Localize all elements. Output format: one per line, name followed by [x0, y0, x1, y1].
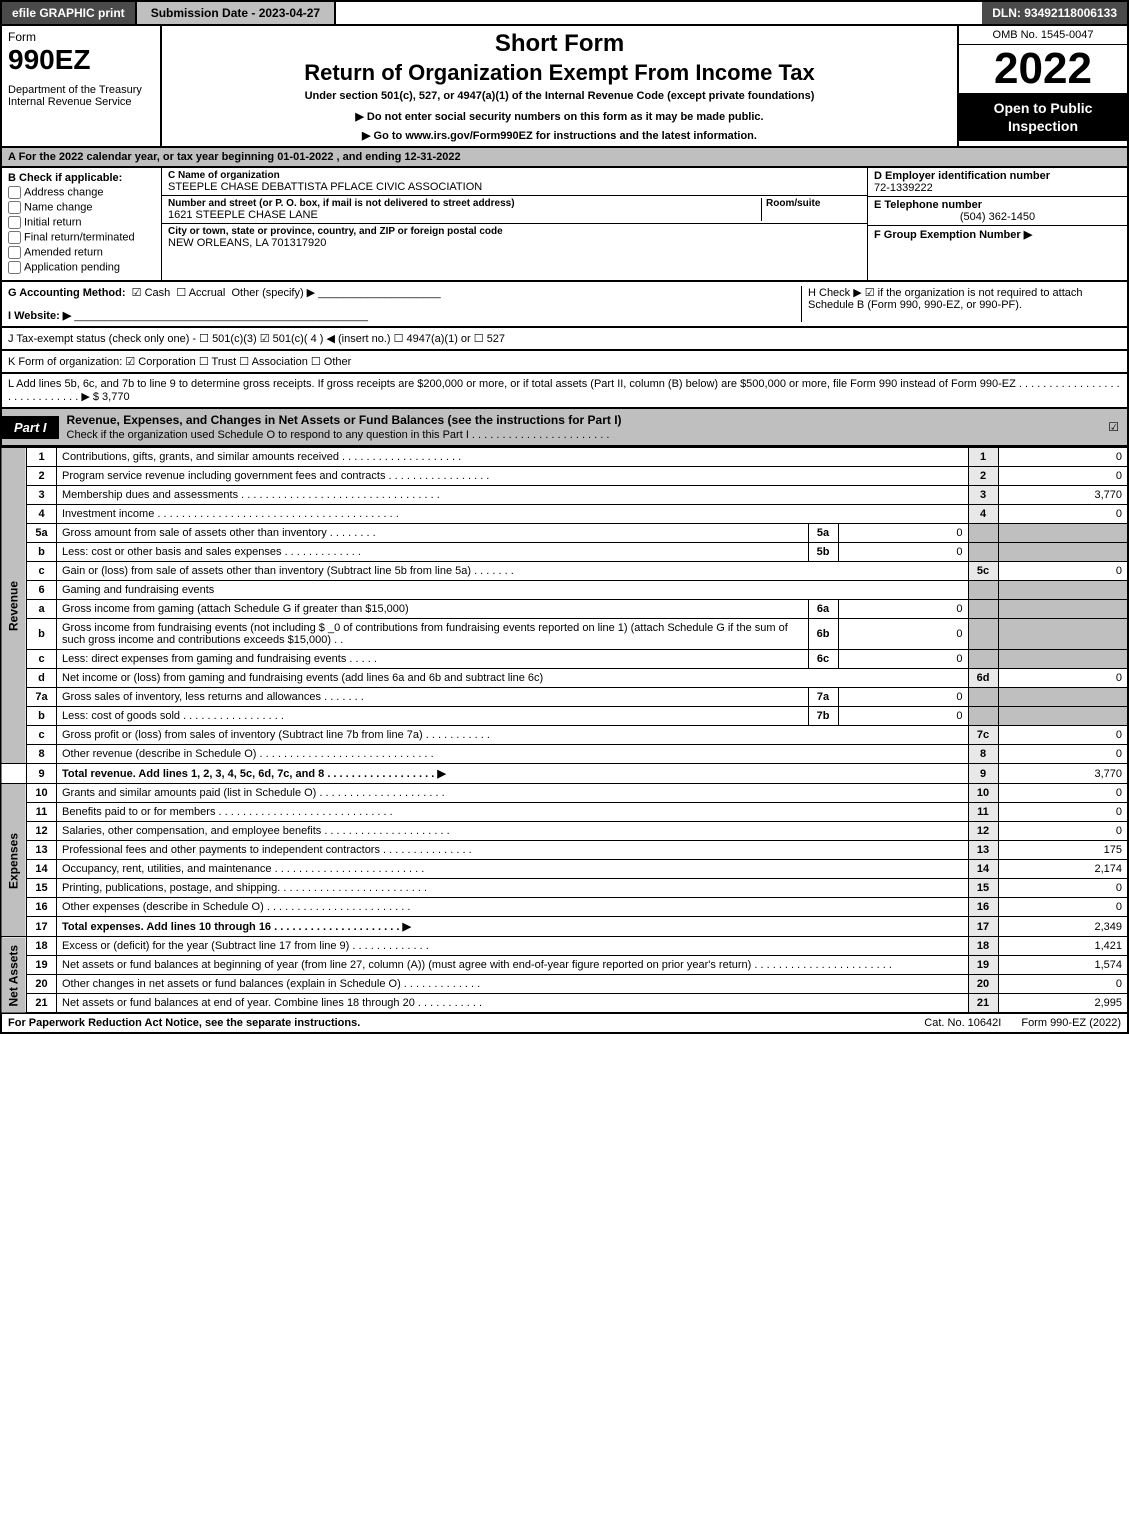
line-6a: aGross income from gaming (attach Schedu… [1, 600, 1128, 619]
d-ein-label: D Employer identification number [874, 170, 1121, 182]
org-name: STEEPLE CHASE DEBATTISTA PFLACE CIVIC AS… [168, 181, 861, 193]
subtitle-link: ▶ Go to www.irs.gov/Form990EZ for instru… [170, 129, 949, 142]
line-20: 20Other changes in net assets or fund ba… [1, 975, 1128, 994]
f-group-label: F Group Exemption Number ▶ [874, 228, 1121, 241]
omb-number: OMB No. 1545-0047 [959, 26, 1127, 45]
line-1: Revenue 1 Contributions, gifts, grants, … [1, 448, 1128, 467]
line-5c: cGain or (loss) from sale of assets othe… [1, 562, 1128, 581]
section-g-h: G Accounting Method: ☑ Cash ☐ Accrual Ot… [0, 282, 1129, 328]
l-gross-receipts: L Add lines 5b, 6c, and 7b to line 9 to … [0, 374, 1129, 409]
line-6b: bGross income from fundraising events (n… [1, 619, 1128, 650]
header-right: OMB No. 1545-0047 2022 Open to Public In… [957, 26, 1127, 146]
dln-label: DLN: 93492118006133 [982, 2, 1127, 24]
org-info-block: B Check if applicable: Address change Na… [0, 168, 1129, 282]
ein-value: 72-1339222 [874, 182, 1121, 194]
chk-final-return[interactable]: Final return/terminated [8, 231, 155, 244]
sidelabel-revenue: Revenue [1, 448, 27, 764]
open-to-public: Open to Public Inspection [959, 93, 1127, 141]
header-center: Short Form Return of Organization Exempt… [162, 26, 957, 146]
line-21: 21Net assets or fund balances at end of … [1, 994, 1128, 1014]
form-header: Form 990EZ Department of the Treasury In… [0, 26, 1129, 148]
i-website: I Website: ▶ [8, 310, 71, 322]
line-18: Net Assets 18Excess or (deficit) for the… [1, 937, 1128, 956]
tax-year: 2022 [959, 45, 1127, 93]
submission-date: Submission Date - 2023-04-27 [137, 2, 336, 24]
irs-label: Internal Revenue Service [8, 96, 154, 108]
title-return: Return of Organization Exempt From Incom… [170, 60, 949, 86]
header-left: Form 990EZ Department of the Treasury In… [2, 26, 162, 146]
b-header: B Check if applicable: [8, 172, 155, 184]
form-number: 990EZ [8, 44, 154, 76]
subtitle-ssn: ▶ Do not enter social security numbers o… [170, 110, 949, 123]
line-11: 11Benefits paid to or for members . . . … [1, 803, 1128, 822]
line-10: Expenses 10Grants and similar amounts pa… [1, 784, 1128, 803]
line-16: 16Other expenses (describe in Schedule O… [1, 898, 1128, 917]
subtitle-section: Under section 501(c), 527, or 4947(a)(1)… [170, 90, 949, 102]
org-city: NEW ORLEANS, LA 701317920 [168, 237, 861, 249]
part1-checkbox[interactable]: ☑ [1100, 420, 1127, 434]
line-12: 12Salaries, other compensation, and empl… [1, 822, 1128, 841]
c-name-label: C Name of organization [168, 170, 861, 181]
form-word: Form [8, 30, 154, 44]
line-8: 8Other revenue (describe in Schedule O) … [1, 745, 1128, 764]
line-15: 15Printing, publications, postage, and s… [1, 879, 1128, 898]
k-form-org: K Form of organization: ☑ Corporation ☐ … [0, 351, 1129, 374]
sidelabel-expenses: Expenses [1, 784, 27, 937]
chk-initial-return[interactable]: Initial return [8, 216, 155, 229]
chk-amended-return[interactable]: Amended return [8, 246, 155, 259]
footer-formref: Form 990-EZ (2022) [1021, 1017, 1121, 1029]
col-b-checkboxes: B Check if applicable: Address change Na… [2, 168, 162, 280]
dept-label: Department of the Treasury [8, 84, 154, 96]
line-7c: cGross profit or (loss) from sales of in… [1, 726, 1128, 745]
col-c-org: C Name of organization STEEPLE CHASE DEB… [162, 168, 867, 280]
sidelabel-netassets: Net Assets [1, 937, 27, 1014]
line-5b: bLess: cost or other basis and sales exp… [1, 543, 1128, 562]
efile-print-button[interactable]: efile GRAPHIC print [2, 2, 137, 24]
part1-tag: Part I [2, 416, 59, 439]
line-9: 9Total revenue. Add lines 1, 2, 3, 4, 5c… [1, 764, 1128, 784]
top-bar: efile GRAPHIC print Submission Date - 20… [0, 0, 1129, 26]
title-short-form: Short Form [170, 30, 949, 58]
j-tax-exempt: J Tax-exempt status (check only one) - ☐… [0, 328, 1129, 351]
chk-address-change[interactable]: Address change [8, 186, 155, 199]
line-7a: 7aGross sales of inventory, less returns… [1, 688, 1128, 707]
lines-wrapper: Revenue 1 Contributions, gifts, grants, … [0, 447, 1129, 1014]
line-6: 6Gaming and fundraising events [1, 581, 1128, 600]
row-a-tax-year: A For the 2022 calendar year, or tax yea… [0, 148, 1129, 168]
line-3: 3Membership dues and assessments . . . .… [1, 486, 1128, 505]
part1-header: Part I Revenue, Expenses, and Changes in… [0, 409, 1129, 447]
h-schedule-b: H Check ▶ ☑ if the organization is not r… [801, 286, 1121, 322]
e-tel-label: E Telephone number [874, 199, 1121, 211]
c-city-label: City or town, state or province, country… [168, 226, 861, 237]
page-footer: For Paperwork Reduction Act Notice, see … [0, 1014, 1129, 1034]
c-addr-label: Number and street (or P. O. box, if mail… [168, 198, 761, 209]
line-6d: dNet income or (loss) from gaming and fu… [1, 669, 1128, 688]
line-19: 19Net assets or fund balances at beginni… [1, 956, 1128, 975]
line-14: 14Occupancy, rent, utilities, and mainte… [1, 860, 1128, 879]
line-17: 17Total expenses. Add lines 10 through 1… [1, 917, 1128, 937]
chk-name-change[interactable]: Name change [8, 201, 155, 214]
line-2: 2Program service revenue including gover… [1, 467, 1128, 486]
org-street: 1621 STEEPLE CHASE LANE [168, 209, 761, 221]
chk-application-pending[interactable]: Application pending [8, 261, 155, 274]
line-4: 4Investment income . . . . . . . . . . .… [1, 505, 1128, 524]
line-5a: 5aGross amount from sale of assets other… [1, 524, 1128, 543]
g-accounting: G Accounting Method: ☑ Cash ☐ Accrual Ot… [8, 286, 801, 322]
room-label: Room/suite [766, 198, 861, 209]
footer-catno: Cat. No. 10642I [924, 1017, 1001, 1029]
col-d-ids: D Employer identification number 72-1339… [867, 168, 1127, 280]
line-6c: cLess: direct expenses from gaming and f… [1, 650, 1128, 669]
part1-title: Revenue, Expenses, and Changes in Net As… [59, 409, 1101, 445]
lines-table: Revenue 1 Contributions, gifts, grants, … [0, 447, 1129, 1014]
footer-left: For Paperwork Reduction Act Notice, see … [8, 1017, 360, 1029]
line-13: 13Professional fees and other payments t… [1, 841, 1128, 860]
tel-value: (504) 362-1450 [874, 211, 1121, 223]
line-7b: bLess: cost of goods sold . . . . . . . … [1, 707, 1128, 726]
